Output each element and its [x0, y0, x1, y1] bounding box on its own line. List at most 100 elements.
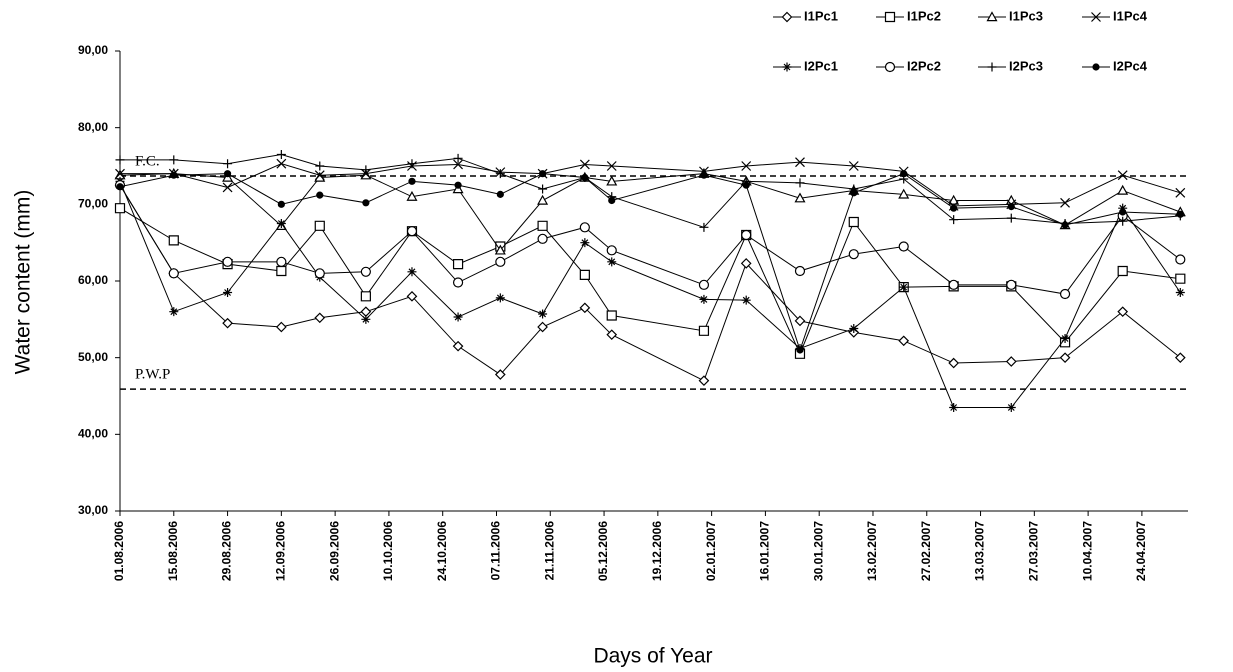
series-line — [120, 161, 1181, 207]
data-point — [579, 269, 590, 280]
data-point — [698, 375, 710, 387]
x-tick-label: 15.08.2006 — [166, 521, 180, 581]
legend-item: I1Pc1 — [773, 8, 838, 23]
legend-item: I1Pc3 — [978, 8, 1043, 23]
data-point — [454, 181, 462, 189]
data-point — [276, 321, 287, 333]
data-point — [316, 191, 324, 199]
data-point — [115, 155, 125, 165]
x-tick-label: 19.12.2006 — [650, 521, 664, 581]
legend-label: I1Pc1 — [804, 8, 838, 23]
data-point — [1176, 210, 1184, 218]
data-point — [607, 257, 617, 267]
data-point — [538, 170, 547, 178]
data-point — [314, 220, 325, 231]
legend-marker — [781, 11, 793, 23]
data-point — [606, 329, 618, 341]
data-point — [538, 184, 548, 194]
data-point — [276, 219, 286, 228]
data-point — [698, 279, 710, 290]
data-point — [314, 268, 325, 279]
legend-marker — [884, 61, 896, 73]
y-tick-label: 50,00 — [78, 350, 108, 364]
data-point — [949, 403, 959, 412]
y-tick-label: 60,00 — [78, 273, 108, 287]
data-point — [608, 196, 616, 205]
data-point — [169, 155, 179, 165]
data-point — [699, 222, 709, 232]
data-point — [116, 183, 124, 191]
series — [114, 203, 1186, 359]
data-point — [452, 340, 464, 352]
data-point — [740, 258, 752, 269]
data-point — [795, 157, 805, 168]
data-point — [495, 256, 506, 267]
data-point — [1118, 216, 1128, 226]
data-point — [794, 192, 806, 203]
data-point — [1175, 288, 1185, 297]
data-point — [699, 294, 709, 304]
legend-item: I2Pc2 — [876, 58, 941, 73]
x-tick-label: 24.10.2006 — [435, 521, 449, 581]
data-point — [741, 229, 752, 241]
data-point — [1175, 187, 1186, 198]
data-point — [494, 369, 506, 380]
data-point — [537, 321, 548, 333]
data-point — [452, 259, 464, 270]
data-point — [453, 153, 463, 163]
data-point — [495, 293, 505, 303]
data-point — [579, 302, 591, 314]
data-point — [361, 314, 371, 324]
data-point — [453, 312, 463, 322]
series — [114, 180, 1186, 300]
data-point — [223, 170, 232, 178]
data-point — [537, 233, 548, 244]
series-line — [119, 184, 1181, 382]
data-point — [361, 165, 371, 175]
data-point — [794, 265, 806, 277]
data-point — [948, 194, 960, 205]
data-point — [1175, 254, 1186, 265]
data-point — [742, 181, 750, 189]
data-point — [360, 306, 372, 318]
x-tick-label: 27.02.2007 — [919, 521, 933, 581]
series — [115, 157, 1186, 211]
data-point — [496, 190, 504, 198]
legend-item: I2Pc3 — [978, 58, 1043, 73]
x-tick-label: 27.03.2007 — [1027, 521, 1041, 581]
data-point — [277, 200, 285, 208]
data-point — [1060, 334, 1070, 343]
data-point — [848, 249, 859, 260]
data-point — [360, 169, 372, 180]
legend-label: I2Pc2 — [907, 58, 941, 73]
data-point — [168, 235, 179, 246]
legend-marker — [1092, 63, 1100, 71]
data-point — [698, 325, 710, 336]
data-point — [1117, 265, 1128, 277]
data-point — [606, 245, 617, 256]
data-point — [276, 158, 287, 169]
series-line — [119, 173, 1181, 352]
data-point — [1174, 352, 1186, 364]
data-point — [579, 222, 590, 233]
data-point — [408, 177, 416, 185]
data-point — [1117, 184, 1129, 195]
legend-marker — [1091, 12, 1101, 22]
x-tick-label: 07.11.2006 — [489, 521, 503, 581]
x-tick-label: 13.03.2007 — [973, 521, 987, 581]
data-point — [315, 161, 325, 171]
legend-label: I2Pc1 — [804, 58, 838, 73]
data-point — [948, 357, 960, 369]
data-point — [948, 279, 959, 290]
series-line — [119, 181, 1181, 408]
data-point — [222, 182, 233, 193]
data-point — [537, 194, 549, 205]
data-point — [848, 161, 859, 171]
x-tick-label: 24.04.2007 — [1134, 521, 1148, 581]
data-point — [494, 244, 506, 255]
data-point — [606, 175, 618, 186]
legend-label: I2Pc3 — [1009, 58, 1043, 73]
legend-item: I2Pc4 — [1082, 58, 1148, 73]
data-point — [222, 256, 233, 267]
